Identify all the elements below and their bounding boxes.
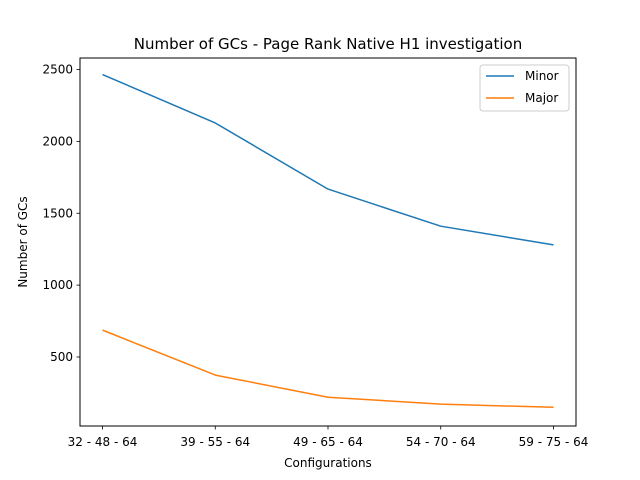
y-tick-label: 2000 <box>42 134 73 148</box>
x-axis: 32 - 48 - 64 39 - 55 - 64 49 - 65 - 64 54 -… <box>68 426 589 449</box>
legend-label-minor: Minor <box>525 69 559 83</box>
chart-title: Number of GCs - Page Rank Native H1 inve… <box>134 35 522 53</box>
y-tick-label: 2500 <box>42 63 73 77</box>
series-line-major <box>102 329 554 409</box>
x-tick-label: 49 - 65 - 64 <box>293 435 363 449</box>
y-tick-label: 1000 <box>42 278 73 292</box>
y-tick-label: 1500 <box>42 206 73 220</box>
x-tick-label: 32 - 48 - 64 <box>68 435 138 449</box>
x-axis-label: Configurations <box>284 456 372 470</box>
y-axis-label: Number of GCs <box>16 196 30 287</box>
series-line-minor <box>102 73 554 246</box>
y-tick-label: 500 <box>50 350 73 364</box>
plot-area <box>79 57 577 427</box>
legend: Minor Major <box>479 64 570 112</box>
y-axis: 500 1000 1500 2000 2500 <box>42 63 80 364</box>
x-tick-label: 39 - 55 - 64 <box>180 435 250 449</box>
series-lines <box>102 73 554 409</box>
x-tick-label: 59 - 75 - 64 <box>519 435 589 449</box>
x-tick-label: 54 - 70 - 64 <box>406 435 476 449</box>
legend-label-major: Major <box>525 91 558 105</box>
